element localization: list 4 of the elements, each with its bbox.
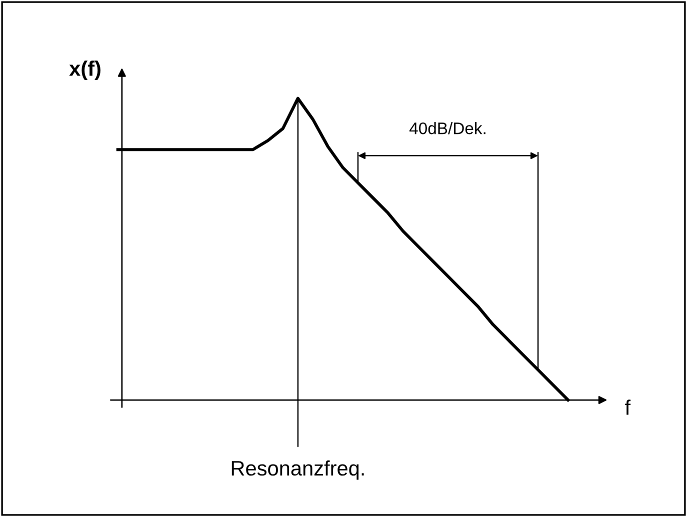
annotation: 40dB/Dek.: [409, 122, 486, 134]
x-axis-title: f: [625, 400, 631, 415]
y-axis-title: x(f): [69, 60, 100, 80]
text: Resonanzfreq.: [232, 460, 364, 480]
